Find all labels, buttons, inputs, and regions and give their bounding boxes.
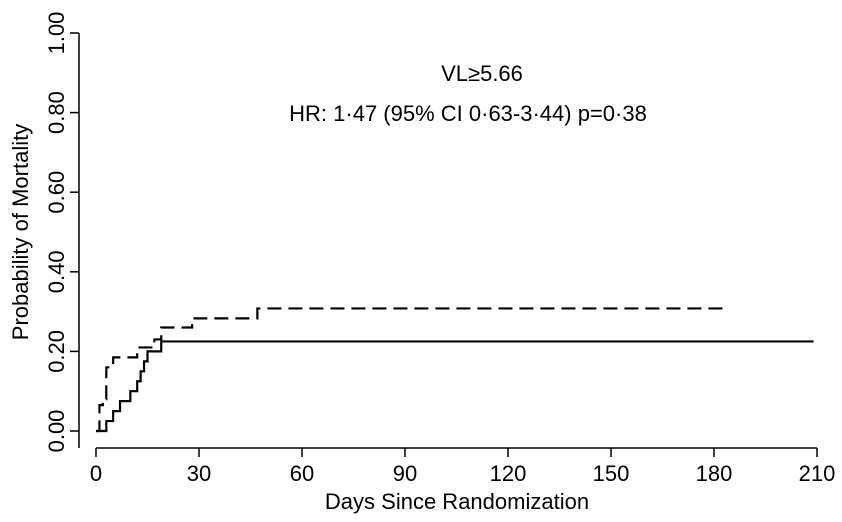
- series-line-dashed: [96, 307, 728, 433]
- y-axis-label: Probability of Mortality: [8, 124, 33, 340]
- x-tick-label: 0: [90, 461, 102, 486]
- y-tick-label: 0.20: [44, 330, 69, 373]
- axes: 0 30 60 90 120 150 180 210 0.00 0.20 0.40 0.60 0.80 1…: [44, 12, 835, 486]
- y-tick-label: 1.00: [44, 12, 69, 55]
- x-tick-label: 180: [696, 461, 733, 486]
- x-tick-label: 120: [490, 461, 527, 486]
- chart-title: VL≥5.66: [441, 61, 523, 86]
- x-tick-label: 90: [393, 461, 417, 486]
- chart-subtitle: HR: 1·47 (95% CI 0·63-3·44) p=0·38: [289, 101, 647, 126]
- x-tick-label: 60: [290, 461, 314, 486]
- x-tick-label: 150: [593, 461, 630, 486]
- series-layer: [96, 307, 814, 433]
- y-tick-label: 0.80: [44, 91, 69, 134]
- y-tick-label: 0.00: [44, 410, 69, 453]
- x-tick-label: 210: [799, 461, 836, 486]
- x-axis-label: Days Since Randomization: [325, 489, 589, 514]
- x-tick-label: 30: [187, 461, 211, 486]
- series-line-solid: [96, 340, 814, 433]
- y-tick-label: 0.60: [44, 171, 69, 214]
- y-tick-label: 0.40: [44, 250, 69, 293]
